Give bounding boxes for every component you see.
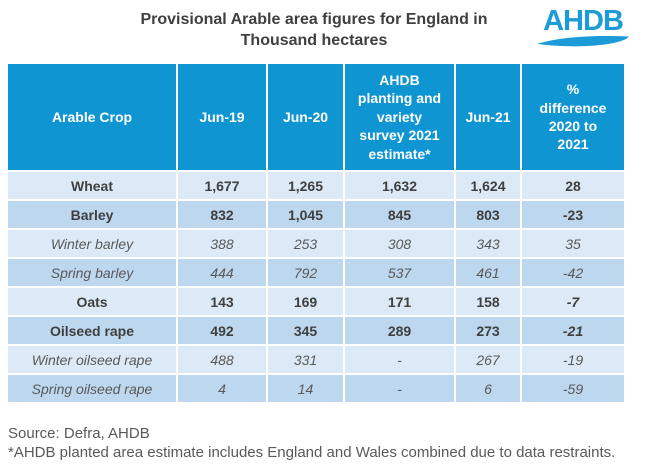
- table-header-row: Arable Crop Jun-19 Jun-20 AHDB planting …: [8, 64, 624, 170]
- table-row-winter-oilseed-rape: Winter oilseed rape 488 331 - 267 -19: [8, 346, 624, 373]
- source-note: Source: Defra, AHDB: [8, 425, 150, 442]
- estimate-value: 289: [345, 317, 454, 344]
- pct-difference-value: 35: [522, 230, 624, 257]
- table-row-spring-barley: Spring barley 444 792 537 461 -42: [8, 259, 624, 286]
- estimate-footnote: *AHDB planted area estimate includes Eng…: [8, 444, 616, 461]
- jun19-value: 1,677: [178, 172, 266, 199]
- jun19-value: 492: [178, 317, 266, 344]
- col-header-jun19: Jun-19: [178, 64, 266, 170]
- pct-difference-value: -42: [522, 259, 624, 286]
- pct-difference-value: -19: [522, 346, 624, 373]
- crop-name: Wheat: [8, 172, 176, 199]
- jun20-value: 1,265: [268, 172, 343, 199]
- crop-name: Barley: [8, 201, 176, 228]
- jun19-value: 488: [178, 346, 266, 373]
- estimate-value: 537: [345, 259, 454, 286]
- arable-area-table: Arable Crop Jun-19 Jun-20 AHDB planting …: [6, 62, 626, 404]
- crop-name: Spring oilseed rape: [8, 375, 176, 402]
- estimate-value: 171: [345, 288, 454, 315]
- footer: Source: Defra, AHDB *AHDB planted area e…: [8, 424, 663, 462]
- col-header-ahdb-estimate: AHDB planting and variety survey 2021 es…: [345, 64, 454, 170]
- jun19-value: 832: [178, 201, 266, 228]
- estimate-value: -: [345, 375, 454, 402]
- pct-difference-value: -7: [522, 288, 624, 315]
- ahdb-logo: AHDB: [536, 6, 630, 49]
- crop-name: Spring barley: [8, 259, 176, 286]
- crop-name: Oats: [8, 288, 176, 315]
- jun20-value: 792: [268, 259, 343, 286]
- table-row-winter-barley: Winter barley 388 253 308 343 35: [8, 230, 624, 257]
- jun20-value: 169: [268, 288, 343, 315]
- estimate-value: -: [345, 346, 454, 373]
- pct-difference-value: -21: [522, 317, 624, 344]
- pct-difference-value: 28: [522, 172, 624, 199]
- table-row-oilseed-rape: Oilseed rape 492 345 289 273 -21: [8, 317, 624, 344]
- jun21-value: 273: [456, 317, 520, 344]
- jun21-value: 267: [456, 346, 520, 373]
- page-title: Provisional Arable area figures for Engl…: [10, 9, 618, 51]
- crop-name: Winter barley: [8, 230, 176, 257]
- jun19-value: 388: [178, 230, 266, 257]
- jun21-value: 1,624: [456, 172, 520, 199]
- table-row-wheat: Wheat 1,677 1,265 1,632 1,624 28: [8, 172, 624, 199]
- jun20-value: 1,045: [268, 201, 343, 228]
- ahdb-wave-icon: [537, 35, 629, 47]
- col-header-jun21: Jun-21: [456, 64, 520, 170]
- jun21-value: 343: [456, 230, 520, 257]
- pct-difference-value: -23: [522, 201, 624, 228]
- estimate-value: 1,632: [345, 172, 454, 199]
- col-header-arable-crop: Arable Crop: [8, 64, 176, 170]
- jun19-value: 143: [178, 288, 266, 315]
- jun21-value: 803: [456, 201, 520, 228]
- jun19-value: 444: [178, 259, 266, 286]
- estimate-value: 845: [345, 201, 454, 228]
- col-header-pct-difference: % difference 2020 to 2021: [522, 64, 624, 170]
- crop-name: Oilseed rape: [8, 317, 176, 344]
- jun21-value: 158: [456, 288, 520, 315]
- col-header-jun20: Jun-20: [268, 64, 343, 170]
- jun21-value: 6: [456, 375, 520, 402]
- crop-name: Winter oilseed rape: [8, 346, 176, 373]
- pct-difference-value: -59: [522, 375, 624, 402]
- ahdb-logo-text: AHDB: [543, 5, 624, 37]
- jun21-value: 461: [456, 259, 520, 286]
- jun19-value: 4: [178, 375, 266, 402]
- table-row-spring-oilseed-rape: Spring oilseed rape 4 14 - 6 -59: [8, 375, 624, 402]
- page-title-line1: Provisional Arable area figures for Engl…: [140, 11, 488, 28]
- jun20-value: 14: [268, 375, 343, 402]
- jun20-value: 331: [268, 346, 343, 373]
- page-title-line2: Thousand hectares: [240, 32, 388, 49]
- jun20-value: 253: [268, 230, 343, 257]
- table-row-oats: Oats 143 169 171 158 -7: [8, 288, 624, 315]
- jun20-value: 345: [268, 317, 343, 344]
- estimate-value: 308: [345, 230, 454, 257]
- table-row-barley: Barley 832 1,045 845 803 -23: [8, 201, 624, 228]
